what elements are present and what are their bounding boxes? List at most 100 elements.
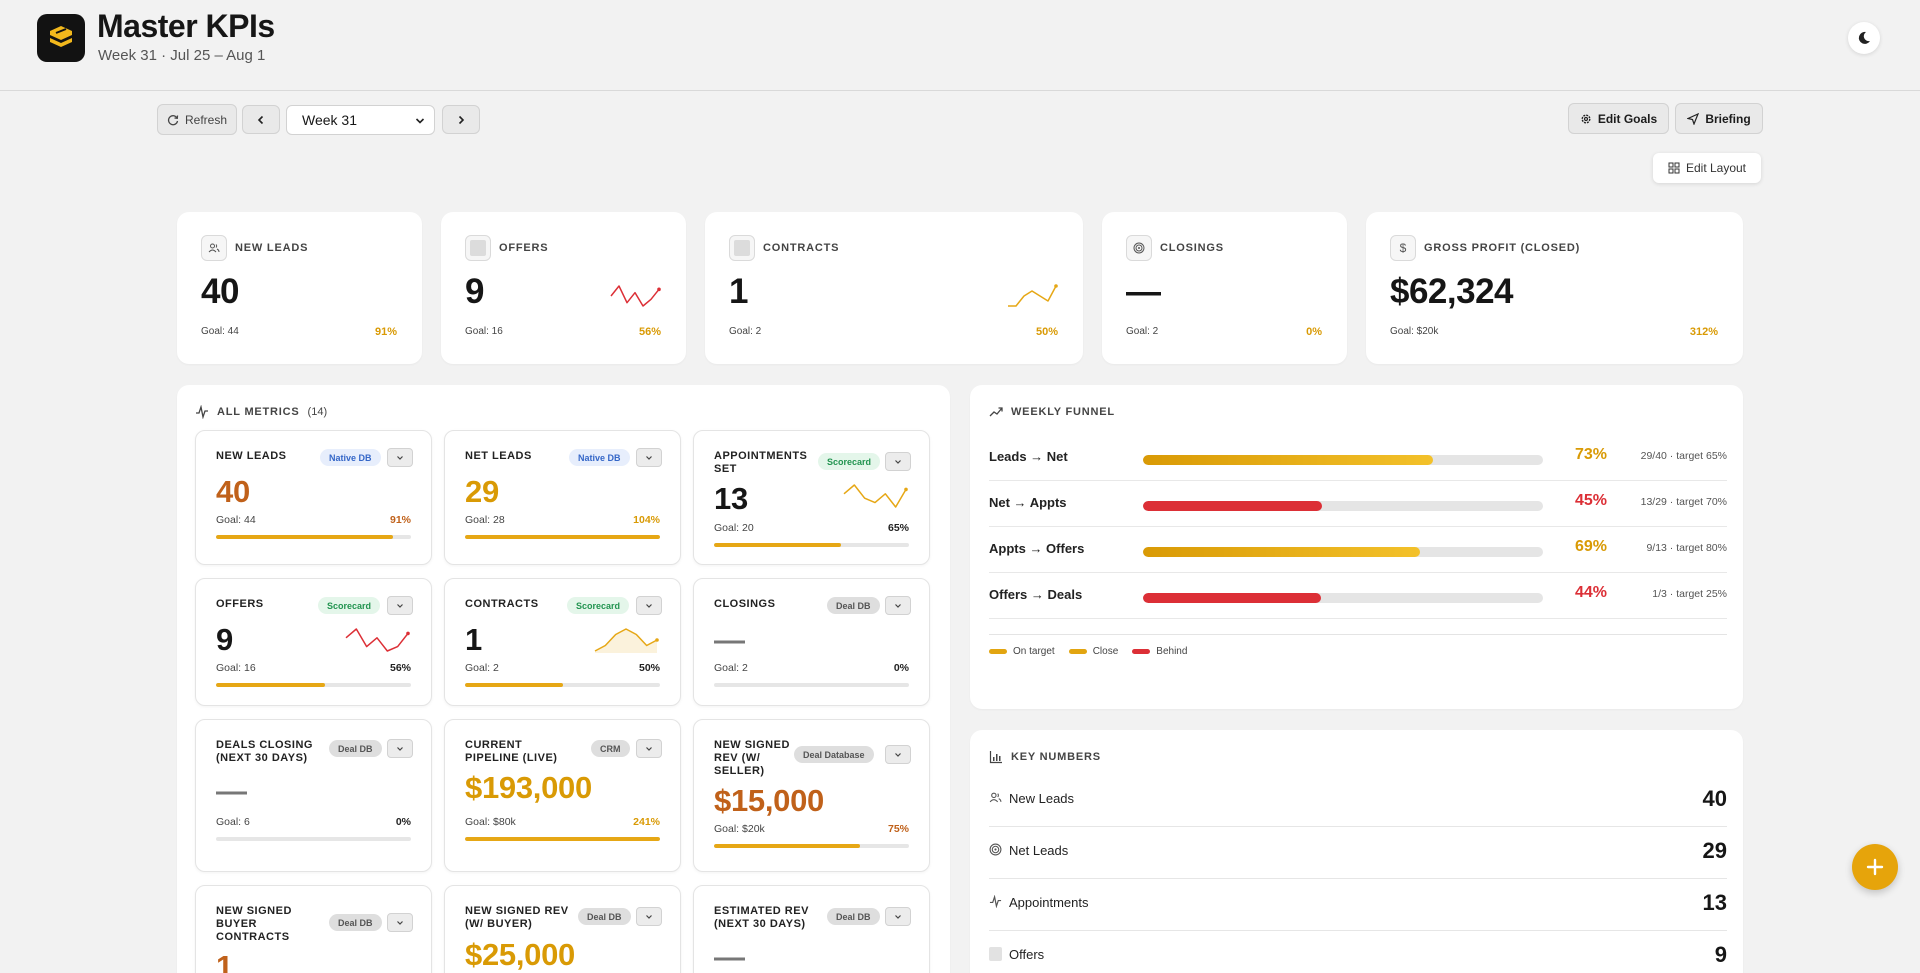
legend-label: On target (1013, 646, 1055, 657)
funnel-bar (1143, 455, 1543, 465)
key-number-value: 13 (1702, 890, 1727, 915)
metric-menu-button[interactable] (885, 907, 911, 926)
edit-goals-button[interactable]: Edit Goals (1568, 103, 1669, 134)
metric-card-current-pipeline: CURRENT PIPELINE (LIVE) CRM $193,000 Goa… (444, 719, 681, 872)
source-badge: Deal Database (794, 746, 874, 763)
metric-card-new-signed-buyer-contracts: NEW SIGNED BUYER CONTRACTS Deal DB 1 (195, 885, 432, 973)
kpi-value: 1 (729, 272, 748, 311)
refresh-icon (167, 114, 179, 125)
metric-progress-fill (216, 535, 394, 539)
metric-name: NEW SIGNED BUYER CONTRACTS (216, 905, 292, 943)
funnel-bar (1143, 593, 1543, 603)
metric-name: NEW SIGNED REV (W/ SELLER) (714, 739, 790, 777)
funnel-note: 29/40 · target 65% (1640, 450, 1727, 462)
legend-label: Close (1092, 646, 1119, 657)
metric-percent: 65% (887, 522, 909, 534)
metric-percent: 56% (389, 662, 411, 674)
key-number-row: Offers 9 (989, 931, 1727, 973)
metric-percent: 0% (893, 662, 909, 674)
contracts-sparkline (1008, 284, 1058, 307)
prev-week-button[interactable] (242, 105, 280, 134)
metric-percent: 241% (633, 816, 660, 828)
page-subtitle: Week 31 · Jul 25 – Aug 1 (98, 47, 266, 64)
funnel-percent: 44% (1575, 584, 1608, 601)
key-number-label: Offers (1009, 947, 1045, 962)
metric-goal: Goal: 28 (465, 514, 505, 526)
metric-percent: 50% (638, 662, 660, 674)
metric-name: APPOINTMENTS SET (714, 450, 808, 475)
metric-progress-fill (714, 543, 841, 547)
moon-icon[interactable] (1848, 22, 1880, 54)
week-select[interactable]: Week 31 (286, 105, 435, 135)
funnel-note: 9/13 · target 80% (1646, 542, 1727, 554)
metric-goal: Goal: 44 (216, 514, 256, 526)
all-metrics-title: ALL METRICS (217, 406, 300, 418)
metric-percent: 91% (389, 514, 411, 526)
metric-progress (714, 543, 909, 547)
key-numbers-title: KEY NUMBERS (1011, 751, 1101, 763)
funnel-row: Appts → Offers 69% 9/13 · target 80% (989, 527, 1727, 573)
sparkline-line (1008, 285, 1057, 307)
metric-progress (465, 837, 660, 841)
gear-icon (1581, 114, 1591, 123)
kpi-goal: Goal: 44 (201, 326, 239, 337)
metric-menu-button[interactable] (636, 739, 662, 758)
metric-progress (465, 535, 660, 539)
kpi-value: 40 (201, 272, 239, 311)
kpi-card-offers: OFFERS 9 Goal: 16 56% (441, 212, 686, 364)
next-week-button[interactable] (442, 105, 480, 134)
plus-icon (1866, 858, 1884, 876)
metric-value: 40 (216, 474, 250, 509)
metric-goal: Goal: 2 (465, 662, 499, 674)
metric-value: $15,000 (714, 783, 824, 818)
source-badge: Scorecard (818, 453, 881, 470)
offers-card-sparkline (345, 628, 410, 652)
metric-menu-button[interactable] (387, 739, 413, 758)
briefing-button[interactable]: Briefing (1675, 103, 1763, 134)
source-badge: Deal DB (578, 908, 631, 925)
source-badge: Deal DB (827, 597, 880, 614)
sparkline-line (843, 484, 907, 508)
grid-icon (1668, 162, 1680, 174)
source-badge: Deal DB (827, 908, 880, 925)
kpi-card-closings: CLOSINGS — Goal: 2 0% (1102, 212, 1347, 364)
appointments-sparkline (843, 484, 908, 508)
edit-layout-button[interactable]: Edit Layout (1653, 153, 1761, 183)
blank-icon (989, 946, 1002, 961)
sparkline-end-point (1054, 284, 1058, 288)
chevron-down-icon (646, 603, 652, 608)
funnel-divider (989, 634, 1727, 635)
metric-progress-fill (465, 683, 563, 687)
metric-progress-fill (465, 837, 660, 841)
metric-menu-button[interactable] (636, 907, 662, 926)
source-badge: Deal DB (329, 914, 382, 931)
legend-label: Behind (1156, 646, 1188, 657)
all-metrics-count: (14) (307, 406, 328, 418)
source-badge: Deal DB (329, 740, 382, 757)
metric-menu-button[interactable] (885, 745, 911, 764)
activity-icon (989, 895, 1002, 908)
key-number-label: Net Leads (1009, 843, 1069, 858)
edit-goals-label: Edit Goals (1597, 111, 1658, 126)
blank-icon (729, 235, 755, 261)
funnel-row: Net → Appts 45% 13/29 · target 70% (989, 481, 1727, 527)
metric-menu-button[interactable] (636, 448, 662, 467)
kpi-goal: Goal: $20k (1390, 326, 1439, 337)
metric-value: $193,000 (465, 770, 592, 805)
metric-menu-button[interactable] (885, 596, 911, 615)
metric-menu-button[interactable] (387, 448, 413, 467)
key-number-row: Appointments 13 (989, 879, 1727, 931)
metric-menu-button[interactable] (885, 452, 911, 471)
funnel-bar-fill (1143, 455, 1433, 465)
add-button[interactable] (1852, 844, 1898, 890)
metric-menu-button[interactable] (387, 596, 413, 615)
metric-goal: Goal: 20 (714, 522, 754, 534)
metric-card-appointments-set: APPOINTMENTS SET Scorecard 13 Goal: 20 6… (693, 430, 930, 565)
metric-menu-button[interactable] (387, 913, 413, 932)
refresh-button[interactable]: Refresh (157, 104, 237, 135)
metric-menu-button[interactable] (636, 596, 662, 615)
key-number-label: New Leads (1009, 791, 1075, 806)
metric-value: 1 (216, 949, 233, 973)
funnel-percent: 73% (1575, 446, 1608, 463)
kpi-label: OFFERS (499, 242, 549, 254)
